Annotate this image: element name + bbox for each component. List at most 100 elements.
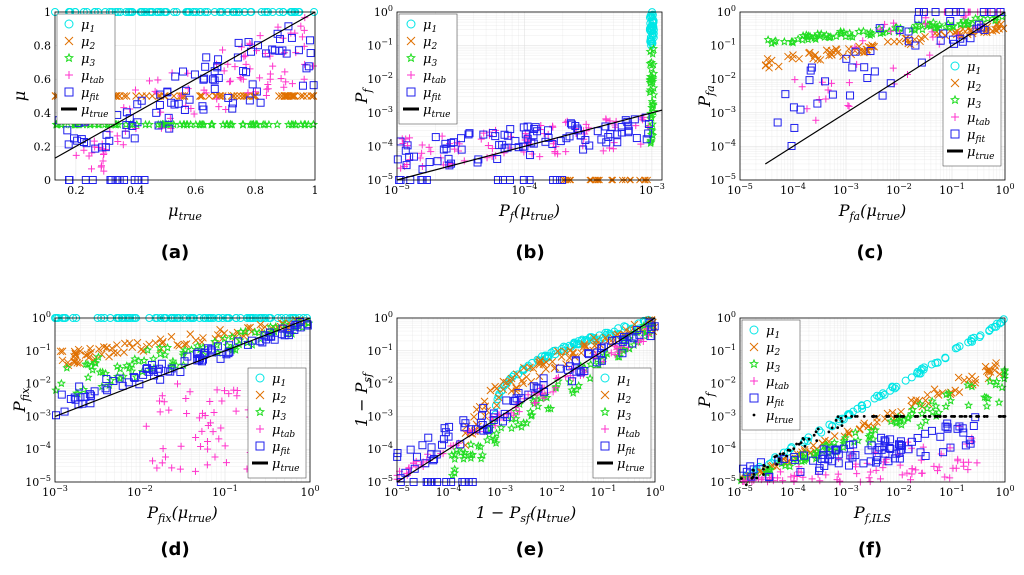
marker-square — [584, 350, 593, 359]
marker-x — [113, 341, 121, 349]
marker-plus — [226, 78, 234, 86]
marker-x — [133, 338, 142, 347]
y-tick-label: 100 — [717, 4, 736, 19]
marker-plus — [828, 79, 836, 87]
marker-x — [502, 378, 511, 387]
marker-x — [542, 358, 551, 367]
marker-plus — [852, 460, 860, 468]
marker-square — [943, 424, 952, 433]
marker-star — [648, 130, 658, 140]
identity-line — [54, 317, 311, 417]
y-axis-label: μ — [10, 91, 29, 101]
marker-square — [439, 435, 448, 444]
marker-star — [907, 408, 917, 418]
marker-circle — [987, 323, 996, 332]
marker-x — [115, 92, 124, 100]
marker-star — [574, 380, 584, 390]
marker-plus — [215, 435, 223, 443]
marker-plus — [964, 466, 972, 474]
marker-square — [927, 426, 936, 435]
marker-plus — [427, 148, 435, 156]
marker-square — [818, 454, 827, 463]
marker-dot — [738, 487, 742, 488]
marker-star — [491, 428, 502, 438]
marker-plus — [930, 462, 938, 470]
marker-star — [585, 373, 595, 383]
marker-square — [873, 456, 882, 465]
marker-square — [885, 443, 894, 452]
marker-square — [576, 368, 585, 377]
marker-square — [765, 472, 774, 481]
marker-dot — [840, 420, 844, 423]
marker-square — [596, 348, 605, 357]
marker-plus — [876, 475, 884, 483]
marker-plus — [203, 461, 211, 469]
marker-star — [645, 85, 656, 94]
marker-square — [617, 122, 626, 131]
marker-x — [216, 325, 224, 334]
marker-star — [854, 26, 864, 36]
marker-x — [167, 332, 176, 341]
marker-square — [180, 357, 189, 366]
panel-caption: (e) — [516, 539, 545, 560]
marker-plus — [477, 135, 485, 143]
marker-circle — [976, 331, 985, 340]
marker-plus — [871, 448, 879, 456]
marker-x — [789, 51, 797, 59]
marker-square — [87, 391, 96, 400]
marker-star — [864, 431, 874, 441]
y-tick-label: 10−4 — [710, 138, 736, 153]
marker-plus — [197, 442, 205, 450]
legend-box — [592, 367, 652, 479]
marker-star — [915, 399, 925, 409]
marker-square — [412, 452, 421, 461]
marker-square — [444, 432, 453, 441]
marker-plus — [309, 62, 317, 70]
marker-square — [248, 80, 257, 89]
marker-star — [197, 119, 208, 129]
marker-plus — [406, 134, 414, 142]
marker-star — [124, 363, 134, 372]
marker-plus — [607, 349, 615, 357]
marker-x — [622, 326, 631, 334]
marker-square — [427, 443, 436, 452]
y-axis-label: Pfa — [695, 85, 717, 107]
marker-square — [774, 456, 783, 465]
marker-x — [601, 333, 610, 342]
x-tick-label: 10−3 — [833, 182, 859, 197]
y-tick-label: 10−3 — [367, 105, 393, 120]
marker-plus — [859, 37, 867, 45]
y-tick-label: 10−4 — [710, 441, 736, 456]
marker-star — [148, 354, 159, 363]
marker-dot — [802, 438, 806, 441]
series-μtrue — [54, 11, 316, 159]
x-tick-label: 10−1 — [212, 484, 238, 499]
marker-plus — [256, 425, 264, 433]
marker-x — [934, 391, 943, 399]
marker-star — [571, 384, 582, 394]
marker-star — [865, 430, 875, 439]
marker-x — [535, 372, 544, 381]
marker-star — [127, 359, 137, 369]
marker-square — [914, 14, 923, 23]
marker-square — [613, 138, 622, 147]
marker-plus — [113, 132, 121, 140]
marker-x — [795, 54, 803, 63]
marker-square — [946, 443, 955, 452]
y-tick-label: 10−3 — [710, 105, 736, 120]
marker-star — [565, 377, 575, 386]
marker-star — [93, 352, 103, 361]
marker-square — [886, 435, 895, 444]
marker-circle — [933, 358, 942, 367]
marker-circle — [950, 61, 960, 71]
marker-square — [254, 41, 263, 50]
marker-star — [527, 410, 537, 419]
marker-dot — [952, 415, 956, 418]
marker-star — [793, 34, 803, 43]
marker-plus — [277, 75, 285, 83]
marker-x — [97, 350, 106, 359]
marker-plus — [142, 422, 150, 430]
marker-plus — [404, 142, 412, 150]
marker-circle — [845, 409, 854, 418]
marker-square — [76, 393, 85, 402]
